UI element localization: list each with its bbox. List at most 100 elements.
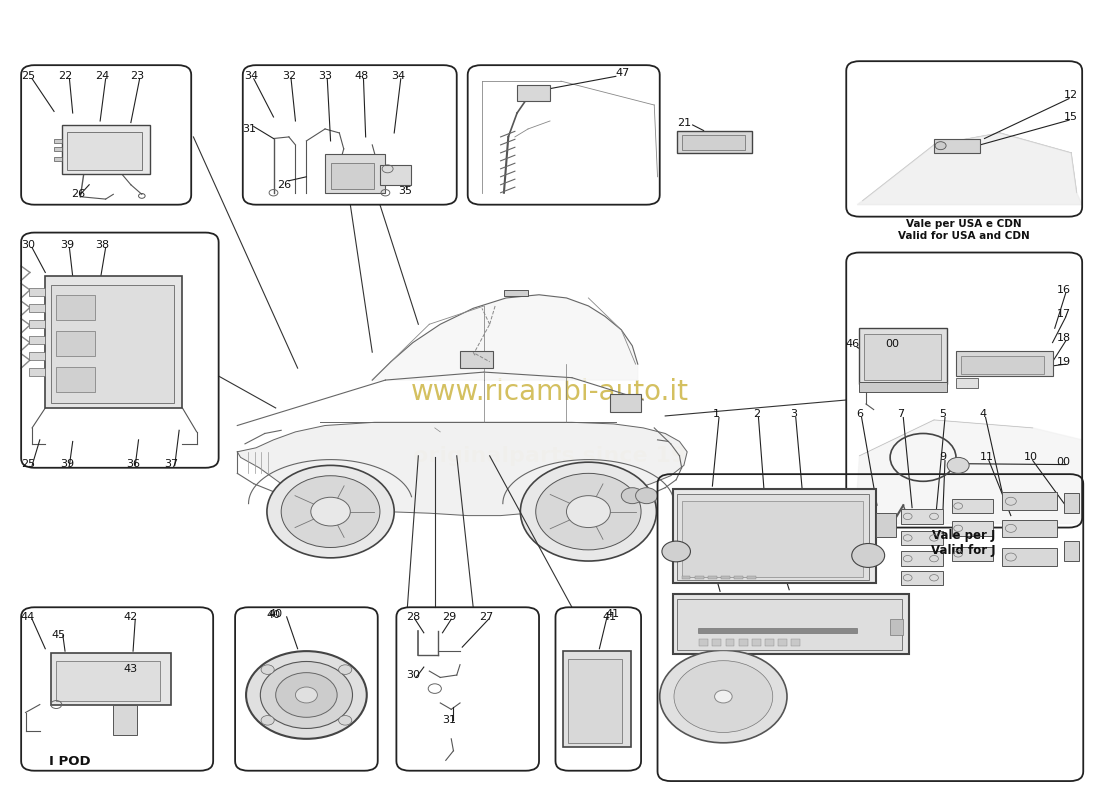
- Text: 5: 5: [939, 410, 946, 419]
- Text: 43: 43: [124, 665, 138, 674]
- Text: 17: 17: [1056, 309, 1070, 319]
- Text: 18: 18: [1056, 333, 1070, 343]
- Circle shape: [261, 662, 352, 729]
- Bar: [29, 320, 45, 328]
- Text: 9: 9: [939, 452, 946, 462]
- Circle shape: [339, 715, 352, 725]
- Text: 47: 47: [615, 68, 629, 78]
- Text: 8: 8: [766, 526, 773, 537]
- Bar: [379, 165, 410, 185]
- Bar: [29, 336, 45, 344]
- Circle shape: [276, 673, 337, 718]
- Bar: [791, 639, 800, 646]
- Text: 25: 25: [21, 458, 35, 469]
- Bar: [956, 350, 1053, 376]
- Text: 27: 27: [480, 612, 494, 622]
- Bar: [1002, 548, 1057, 566]
- Bar: [56, 366, 95, 392]
- Bar: [504, 290, 528, 296]
- Text: 28: 28: [406, 612, 420, 622]
- Bar: [54, 139, 62, 143]
- Text: 11: 11: [980, 452, 993, 462]
- Circle shape: [660, 650, 786, 743]
- Polygon shape: [372, 294, 638, 380]
- Text: 2: 2: [752, 410, 760, 419]
- Bar: [517, 85, 550, 101]
- Circle shape: [536, 474, 641, 550]
- Bar: [563, 651, 631, 746]
- Bar: [956, 378, 978, 388]
- Bar: [54, 147, 62, 151]
- Circle shape: [520, 462, 657, 561]
- Bar: [682, 135, 746, 150]
- Text: 22: 22: [58, 70, 73, 81]
- Bar: [748, 576, 757, 579]
- Text: 34: 34: [244, 70, 258, 81]
- Text: www.ricambi-auto.it: www.ricambi-auto.it: [411, 378, 689, 406]
- Bar: [864, 334, 940, 380]
- Bar: [890, 619, 903, 635]
- Text: 30: 30: [21, 239, 35, 250]
- Circle shape: [621, 488, 643, 504]
- Text: 31: 31: [442, 715, 456, 726]
- Bar: [698, 628, 857, 633]
- Text: 12: 12: [1064, 90, 1078, 101]
- Text: 20: 20: [694, 526, 708, 537]
- Text: 6: 6: [856, 410, 862, 419]
- Bar: [726, 639, 735, 646]
- Bar: [51, 653, 172, 705]
- Bar: [708, 576, 717, 579]
- Text: 1: 1: [713, 410, 721, 419]
- Text: 45: 45: [52, 630, 66, 640]
- Bar: [713, 639, 722, 646]
- Bar: [678, 130, 752, 153]
- Bar: [62, 125, 150, 174]
- Text: 16: 16: [1056, 285, 1070, 295]
- Text: 44: 44: [21, 612, 35, 622]
- Text: 35: 35: [398, 186, 412, 196]
- Circle shape: [311, 498, 350, 526]
- Text: 32: 32: [282, 70, 296, 81]
- Circle shape: [566, 496, 610, 527]
- Bar: [778, 639, 786, 646]
- Bar: [29, 368, 45, 376]
- Circle shape: [947, 458, 969, 474]
- Bar: [859, 328, 947, 384]
- Bar: [735, 576, 744, 579]
- Text: Vale per J
Valid for J: Vale per J Valid for J: [932, 529, 996, 557]
- Bar: [29, 304, 45, 312]
- Text: 41: 41: [605, 609, 619, 618]
- Bar: [682, 502, 862, 577]
- Text: 31: 31: [242, 124, 256, 134]
- Text: originalparts since 19: originalparts since 19: [414, 446, 686, 466]
- Bar: [952, 499, 993, 514]
- Text: 19: 19: [1056, 357, 1070, 366]
- Bar: [695, 576, 704, 579]
- Text: 36: 36: [126, 458, 140, 469]
- Circle shape: [261, 715, 274, 725]
- Bar: [766, 639, 773, 646]
- Bar: [673, 490, 876, 583]
- Circle shape: [935, 142, 946, 150]
- Bar: [29, 288, 45, 296]
- Text: 37: 37: [164, 458, 178, 469]
- Bar: [901, 551, 943, 566]
- Text: 30: 30: [406, 670, 420, 680]
- Text: 3: 3: [790, 410, 798, 419]
- Circle shape: [261, 665, 274, 674]
- Circle shape: [674, 661, 772, 733]
- Text: 33: 33: [318, 70, 332, 81]
- Bar: [51, 285, 174, 403]
- Bar: [1064, 494, 1079, 514]
- Bar: [901, 510, 943, 523]
- Circle shape: [282, 476, 380, 547]
- Bar: [460, 350, 493, 368]
- Bar: [56, 661, 161, 701]
- Bar: [67, 132, 142, 170]
- Bar: [29, 352, 45, 360]
- Polygon shape: [857, 133, 1082, 205]
- Text: 24: 24: [96, 70, 110, 81]
- Text: 23: 23: [131, 70, 144, 81]
- Bar: [876, 514, 895, 537]
- Bar: [961, 356, 1044, 374]
